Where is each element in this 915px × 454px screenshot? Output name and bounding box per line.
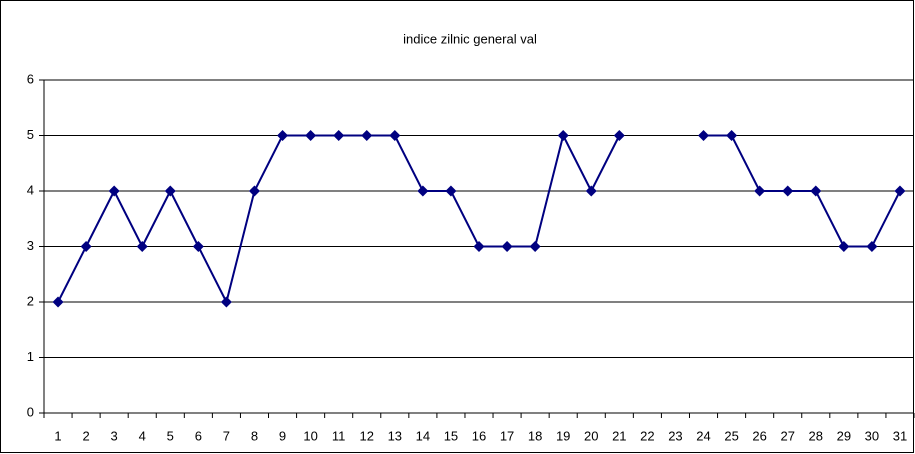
- x-tick-label: 22: [640, 428, 654, 443]
- data-point: [192, 241, 204, 252]
- x-tick-label: 19: [556, 428, 570, 443]
- x-tick-label: 3: [111, 428, 118, 443]
- x-tick-label: 26: [752, 428, 766, 443]
- x-tick-label: 8: [251, 428, 258, 443]
- y-tick-label: 5: [27, 127, 34, 142]
- x-tick-label: 16: [472, 428, 486, 443]
- x-tick-label: 24: [696, 428, 710, 443]
- data-point: [557, 130, 569, 141]
- x-tick-label: 10: [303, 428, 317, 443]
- data-point: [389, 130, 401, 141]
- data-point: [473, 241, 485, 252]
- y-tick-label: 2: [27, 293, 34, 308]
- x-tick-label: 2: [82, 428, 89, 443]
- data-point: [52, 296, 64, 308]
- y-tick-label: 0: [27, 404, 34, 419]
- x-tick-label: 30: [865, 428, 879, 443]
- y-tick-label: 4: [27, 182, 34, 197]
- data-point: [894, 185, 906, 197]
- y-tick-label: 6: [27, 71, 34, 86]
- x-tick-label: 6: [195, 428, 202, 443]
- data-point: [136, 241, 148, 252]
- data-point: [501, 241, 513, 252]
- x-tick-label: 13: [388, 428, 402, 443]
- x-tick-label: 14: [416, 428, 430, 443]
- x-tick-label: 1: [54, 428, 61, 443]
- x-tick-label: 31: [893, 428, 907, 443]
- x-tick-label: 11: [332, 428, 346, 443]
- x-tick-label: 20: [584, 428, 598, 443]
- x-tick-label: 7: [223, 428, 230, 443]
- x-tick-label: 28: [809, 428, 823, 443]
- data-point: [726, 130, 738, 141]
- data-point: [782, 185, 794, 197]
- x-tick-label: 29: [837, 428, 851, 443]
- x-tick-label: 17: [500, 428, 514, 443]
- x-tick-label: 5: [167, 428, 174, 443]
- data-point: [108, 185, 120, 197]
- data-point: [810, 185, 822, 197]
- data-point: [529, 241, 541, 252]
- x-tick-label: 12: [360, 428, 374, 443]
- data-point: [361, 130, 373, 141]
- data-point: [80, 241, 92, 252]
- data-point: [445, 185, 457, 197]
- data-point: [277, 130, 289, 141]
- y-tick-label: 1: [27, 349, 34, 364]
- data-point: [305, 130, 317, 141]
- data-point: [838, 241, 850, 252]
- x-tick-label: 4: [139, 428, 146, 443]
- data-point: [248, 185, 260, 197]
- data-point: [417, 185, 429, 197]
- data-point: [613, 130, 625, 141]
- x-tick-label: 23: [668, 428, 682, 443]
- data-point: [698, 130, 710, 141]
- data-point: [220, 296, 232, 308]
- x-tick-label: 15: [444, 428, 458, 443]
- x-tick-label: 27: [780, 428, 794, 443]
- data-point: [866, 241, 878, 252]
- y-tick-label: 3: [27, 238, 34, 253]
- x-tick-label: 25: [724, 428, 738, 443]
- data-point: [585, 185, 597, 197]
- chart-title: indice zilnic general val: [403, 31, 537, 46]
- data-point: [754, 185, 766, 197]
- x-tick-label: 21: [612, 428, 626, 443]
- data-point: [333, 130, 345, 141]
- x-tick-label: 9: [279, 428, 286, 443]
- x-tick-label: 18: [528, 428, 542, 443]
- data-point: [164, 185, 176, 197]
